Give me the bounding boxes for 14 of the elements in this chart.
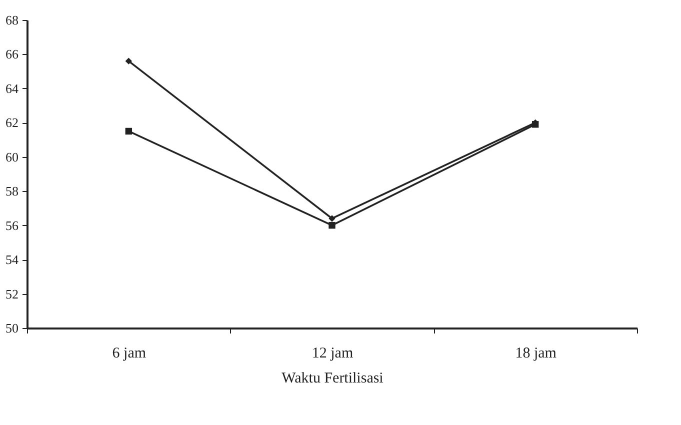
x-tick-label: 12 jam	[312, 346, 354, 362]
x-tick-label: 6 jam	[112, 346, 146, 362]
y-tick-label: 50	[6, 320, 18, 336]
y-tick-label: 54	[6, 252, 19, 268]
y-tick-label: 64	[6, 80, 19, 96]
y-tick-label: 58	[6, 184, 18, 199]
y-tick-label: 68	[6, 12, 18, 28]
y-tick-label: 52	[6, 286, 18, 302]
x-tick-label: 18 jam	[515, 346, 557, 362]
y-tick-label: 62	[6, 115, 18, 130]
y-tick-label: 60	[6, 149, 18, 164]
x-axis-title: Waktu Fertilisasi	[282, 370, 384, 386]
y-tick-label: 66	[6, 46, 19, 62]
y-tick-label: 56	[6, 218, 19, 233]
